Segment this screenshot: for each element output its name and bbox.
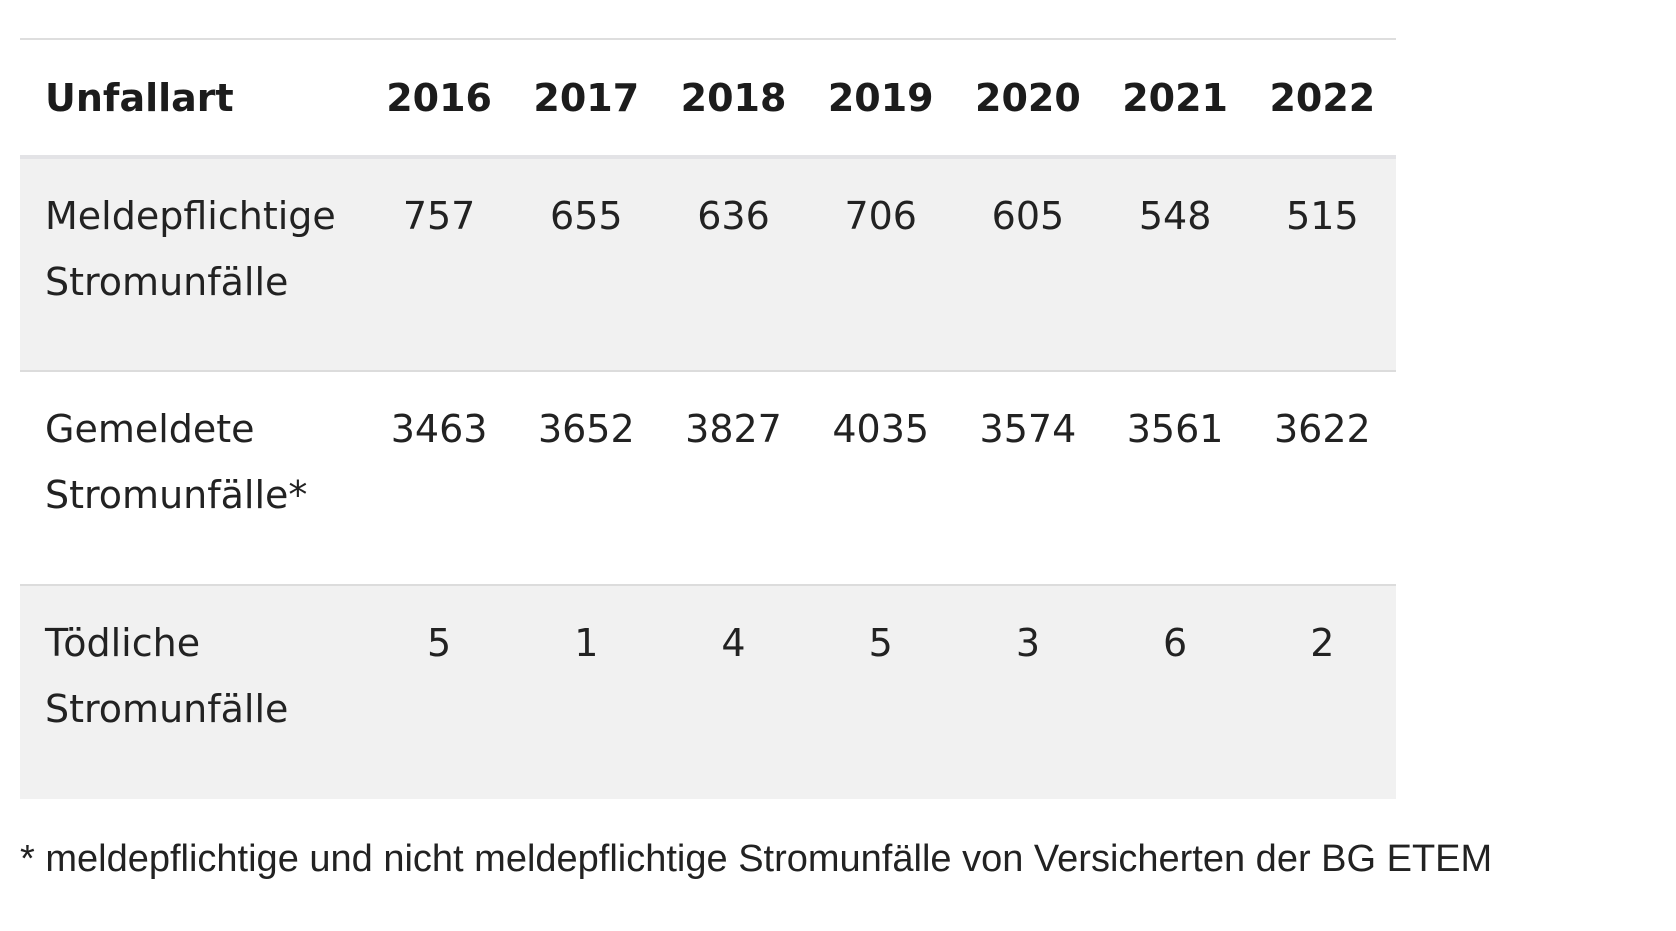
table-body: Meldepflichtige Stromunfälle 757 655 636…	[20, 157, 1396, 799]
row-label-line: Stromunfälle	[45, 687, 289, 731]
table-cell: 3561	[1126, 407, 1224, 451]
header-accident-type: Unfallart	[45, 75, 234, 120]
table-cell: 605	[991, 194, 1065, 238]
table-cell: 3827	[685, 407, 782, 451]
table-cell: 2	[1310, 621, 1335, 665]
header-year-2016: 2016	[386, 75, 492, 120]
table-cell: 3	[1015, 621, 1040, 665]
table-cell: 5	[868, 621, 893, 665]
header-row: Unfallart 2016 2017 2018 2019 2020 2021 …	[20, 39, 1396, 157]
table-cell: 5	[427, 621, 452, 665]
table-row-fatal: Tödliche Stromunfälle 5 1 4 5 3 6 2	[20, 585, 1396, 799]
header-year-2022: 2022	[1269, 75, 1376, 120]
table-cell: 706	[844, 194, 917, 238]
accident-statistics-table-container: Unfallart 2016 2017 2018 2019 2020 2021 …	[20, 38, 1396, 799]
row-label-line: Stromunfälle*	[45, 473, 308, 517]
table-cell: 655	[550, 194, 623, 238]
header-year-2017: 2017	[533, 75, 640, 120]
table-cell: 636	[697, 194, 770, 238]
table-cell: 6	[1163, 621, 1188, 665]
header-year-2020: 2020	[975, 75, 1081, 120]
row-label-line: Gemeldete	[45, 407, 255, 451]
table-cell: 3574	[979, 407, 1077, 451]
accident-statistics-table: Unfallart 2016 2017 2018 2019 2020 2021 …	[20, 38, 1396, 799]
row-label: Meldepflichtige Stromunfälle	[20, 157, 366, 371]
table-cell: 515	[1286, 194, 1359, 238]
row-label: Tödliche Stromunfälle	[20, 585, 366, 799]
row-label-line: Stromunfälle	[45, 260, 289, 304]
row-label-line: Tödliche	[45, 621, 201, 665]
row-label: Gemeldete Stromunfälle*	[20, 371, 366, 585]
table-cell: 1	[574, 621, 599, 665]
table-cell: 4035	[832, 407, 930, 451]
table-cell: 757	[402, 194, 476, 238]
table-cell: 3463	[390, 407, 488, 451]
table-header: Unfallart 2016 2017 2018 2019 2020 2021 …	[20, 39, 1396, 157]
table-cell: 3652	[537, 407, 635, 451]
header-year-2018: 2018	[680, 75, 787, 120]
footnote: * meldepflichtige und nicht meldepflicht…	[20, 838, 1493, 880]
table-cell: 548	[1138, 194, 1212, 238]
table-cell: 4	[721, 621, 746, 665]
header-year-2021: 2021	[1122, 75, 1228, 120]
table-row-reportable: Meldepflichtige Stromunfälle 757 655 636…	[20, 157, 1396, 371]
row-label-line: Meldepflichtige	[45, 194, 336, 238]
table-cell: 3622	[1274, 407, 1371, 451]
table-row-reported: Gemeldete Stromunfälle* 3463 3652 3827 4…	[20, 371, 1396, 585]
header-year-2019: 2019	[827, 75, 934, 120]
